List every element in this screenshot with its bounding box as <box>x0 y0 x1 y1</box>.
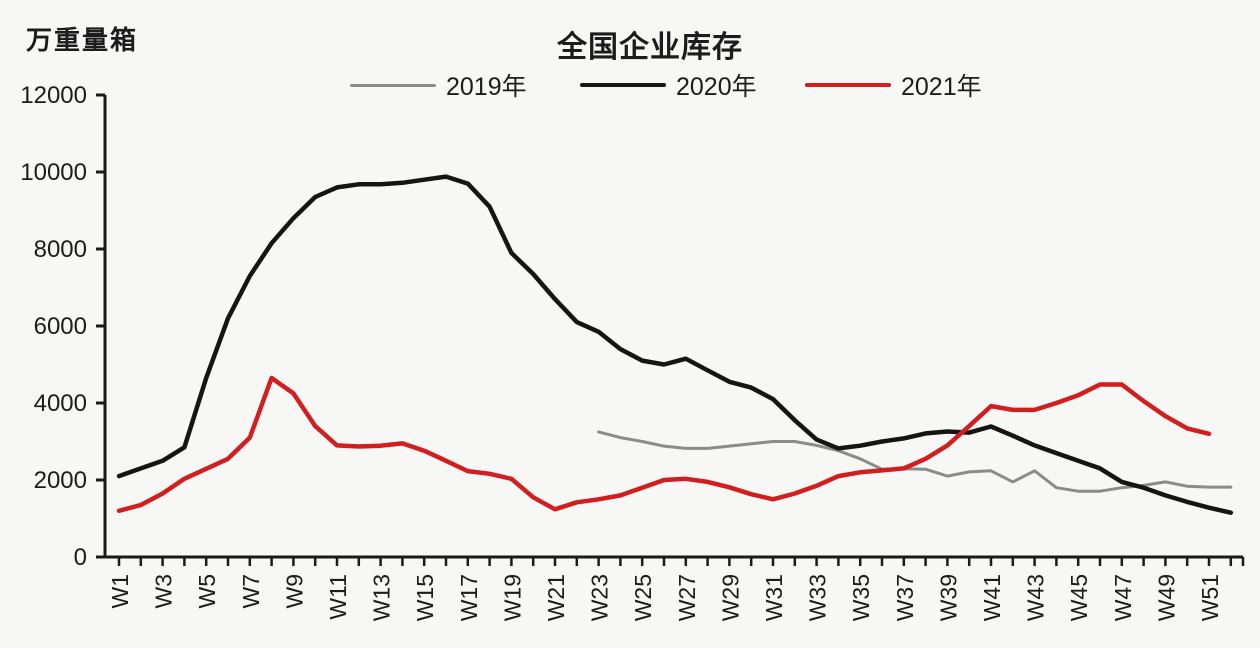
x-tick-label: W25 <box>630 574 656 621</box>
x-tick-label: W27 <box>674 574 700 621</box>
x-tick-label: W1 <box>107 574 133 609</box>
x-tick-label: W15 <box>412 574 438 621</box>
legend-item-2019: 2019年 <box>350 70 527 101</box>
x-tick-label: W5 <box>194 574 220 609</box>
x-tick-label: W41 <box>979 574 1005 621</box>
y-tick-label: 4000 <box>34 390 87 417</box>
x-tick-label: W13 <box>369 574 395 621</box>
x-tick-label: W43 <box>1023 574 1049 621</box>
x-tick-label: W7 <box>238 574 264 609</box>
x-tick-label: W11 <box>325 574 351 620</box>
x-tick-label: W3 <box>151 574 177 609</box>
x-tick-label: W47 <box>1110 574 1136 621</box>
legend-item-2021: 2021年 <box>805 70 982 101</box>
legend-label: 2019年 <box>446 73 527 101</box>
y-tick-label: 0 <box>74 544 87 571</box>
legend-line-swatch-2019 <box>350 83 436 87</box>
x-tick-label: W39 <box>935 574 961 621</box>
legend-line-swatch-2021 <box>805 83 891 87</box>
x-tick-label: W37 <box>892 574 918 621</box>
x-tick-label: W33 <box>805 574 831 621</box>
x-tick-label: W29 <box>717 574 743 621</box>
chart-title: 全国企业库存 <box>557 31 743 64</box>
x-tick-label: W31 <box>761 574 787 621</box>
x-tick-label: W49 <box>1153 574 1179 621</box>
y-tick-label: 2000 <box>34 467 87 494</box>
legend: 2019年 2020年 2021年 <box>0 70 1260 101</box>
x-tick-label: W21 <box>543 574 569 621</box>
series-line-2019年 <box>597 430 1233 493</box>
series-line-2020年 <box>116 174 1234 515</box>
x-tick-label: W17 <box>456 574 482 621</box>
y-tick-label: 10000 <box>20 159 87 186</box>
x-tick-label: W51 <box>1197 574 1223 621</box>
x-tick-label: W9 <box>281 574 307 609</box>
series-line-2021年 <box>116 375 1212 514</box>
x-tick-label: W45 <box>1066 574 1092 621</box>
axes <box>103 95 1243 559</box>
y-axis-unit-label: 万重量箱 <box>26 25 139 55</box>
x-tick-label: W35 <box>848 574 874 621</box>
y-tick-label: 8000 <box>34 236 87 263</box>
legend-item-2020: 2020年 <box>580 70 757 101</box>
y-tick-label: 6000 <box>34 313 87 340</box>
y-tick-label: 12000 <box>20 82 87 109</box>
legend-label: 2021年 <box>901 73 982 101</box>
legend-label: 2020年 <box>676 73 757 101</box>
legend-line-swatch-2020 <box>580 83 666 87</box>
x-tick-label: W23 <box>587 574 613 621</box>
x-tick-label: W19 <box>499 574 525 621</box>
